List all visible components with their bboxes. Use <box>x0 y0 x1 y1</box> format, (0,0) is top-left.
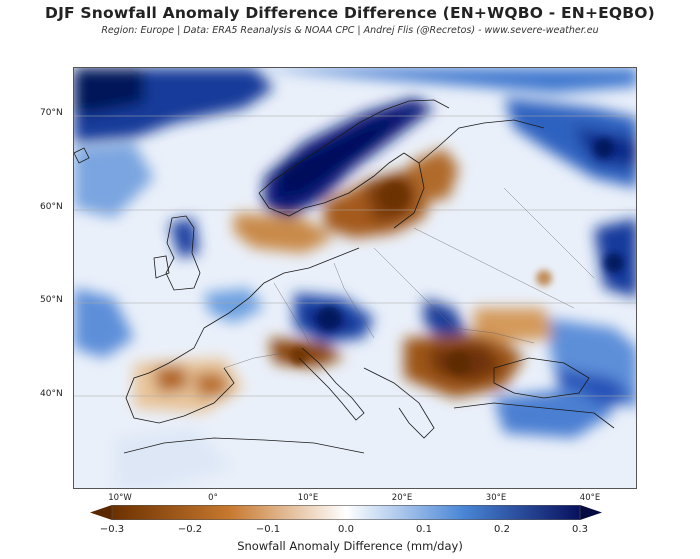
colorbar <box>90 505 602 520</box>
lon-label-10w: 10°W <box>108 493 132 503</box>
lon-label-30e: 30°E <box>485 493 507 503</box>
lon-label-20e: 20°E <box>391 493 413 503</box>
cb-tick-0: 0.0 <box>338 524 354 535</box>
country-borders <box>223 187 595 369</box>
map-title: DJF Snowfall Anomaly Difference Differen… <box>45 4 655 22</box>
cb-tick-m02: −0.2 <box>177 524 203 535</box>
anomaly-detail <box>290 138 624 375</box>
lat-label-70: 70°N <box>40 108 63 118</box>
lat-label-60: 60°N <box>40 202 63 212</box>
colorbar-min-extend <box>90 505 112 520</box>
colorbar-max-extend <box>580 505 602 520</box>
map-canvas <box>74 68 636 488</box>
colorbar-label: Snowfall Anomaly Difference (mm/day) <box>237 539 463 553</box>
colorbar-gradient <box>112 505 580 520</box>
cb-tick-m01: −0.1 <box>255 524 281 535</box>
graticule <box>74 115 636 397</box>
snowfall-anomaly-map <box>73 67 637 489</box>
lon-label-10e: 10°E <box>297 493 319 503</box>
map-subtitle: Region: Europe | Data: ERA5 Reanalysis &… <box>101 25 599 36</box>
lat-label-50: 50°N <box>40 295 63 305</box>
cb-tick-p03: 0.3 <box>572 524 588 535</box>
lat-label-40: 40°N <box>40 389 63 399</box>
coastlines <box>74 99 615 454</box>
cb-tick-m03: −0.3 <box>99 524 125 535</box>
lon-label-0: 0° <box>208 493 218 503</box>
cb-tick-p02: 0.2 <box>494 524 510 535</box>
cb-tick-p01: 0.1 <box>416 524 432 535</box>
lon-label-40e: 40°E <box>579 493 601 503</box>
